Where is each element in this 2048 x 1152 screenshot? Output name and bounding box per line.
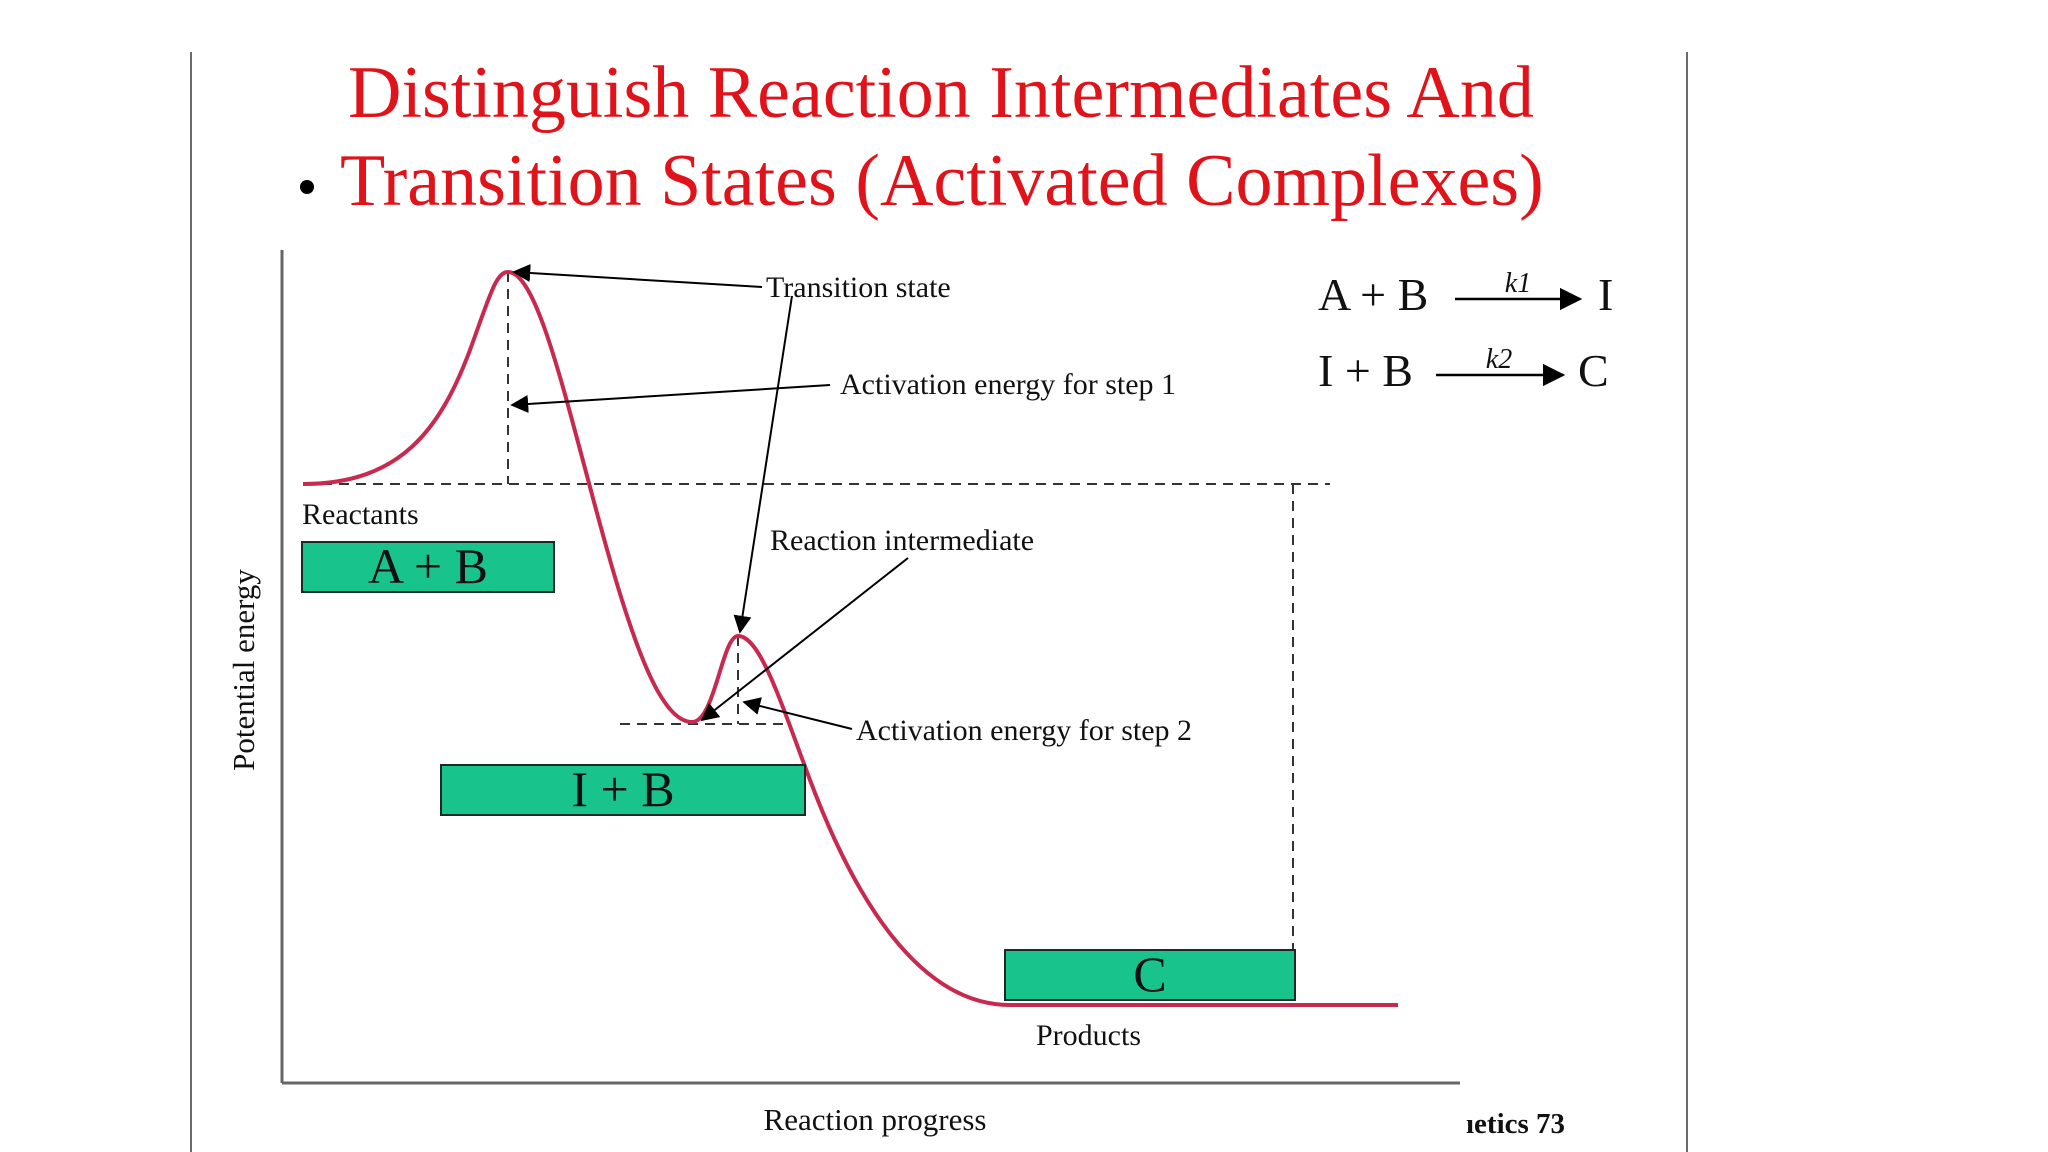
- arrow-activation-step2: [742, 697, 853, 730]
- label-transition-state: Transition state: [766, 271, 951, 304]
- equation-1-right: I: [1598, 269, 1613, 320]
- reference-dashes: [305, 272, 1330, 1000]
- equation-1: A + B k1 I: [1318, 268, 1613, 320]
- arrow-transition-state-2: [733, 295, 793, 634]
- equation-1-rate: k1: [1505, 268, 1531, 299]
- label-products: Products: [1036, 1019, 1141, 1052]
- label-reactants: Reactants: [302, 498, 419, 531]
- equation-2-rate: k2: [1486, 344, 1512, 375]
- y-axis-label: Potential energy: [226, 569, 261, 771]
- annotation-arrows: [510, 263, 909, 730]
- box-reactants-text: A + B: [368, 538, 488, 594]
- x-axis-label: Reaction progress: [764, 1102, 987, 1137]
- equation-2-right: C: [1578, 345, 1609, 396]
- equation-2: I + B k2 C: [1318, 344, 1609, 396]
- arrow-activation-step1: [510, 384, 831, 413]
- box-intermediate-text: I + B: [571, 761, 674, 817]
- arrow-reaction-intermediate: [700, 557, 909, 722]
- equation-1-left: A + B: [1318, 269, 1428, 320]
- box-reactants: A + B: [301, 538, 555, 594]
- footer-page-label: ıetics 73: [1466, 1108, 1566, 1140]
- title-line-1: Distinguish Reaction Intermediates And: [348, 52, 1534, 134]
- box-products-text: C: [1133, 946, 1166, 1002]
- title-line-2: Transition States (Activated Complexes): [340, 140, 1544, 222]
- equation-2-left: I + B: [1318, 345, 1413, 396]
- arrow-transition-state-1: [512, 263, 763, 288]
- slide-left-border: [190, 52, 192, 1152]
- box-intermediate: I + B: [440, 761, 806, 817]
- label-activation-step1: Activation energy for step 1: [840, 368, 1176, 401]
- slide-right-border: [1686, 52, 1688, 1152]
- label-activation-step2: Activation energy for step 2: [856, 714, 1192, 747]
- box-products: C: [1004, 946, 1296, 1002]
- bullet-dot: [300, 180, 314, 194]
- energy-curve: [302, 269, 1398, 1007]
- label-reaction-intermediate: Reaction intermediate: [770, 524, 1034, 557]
